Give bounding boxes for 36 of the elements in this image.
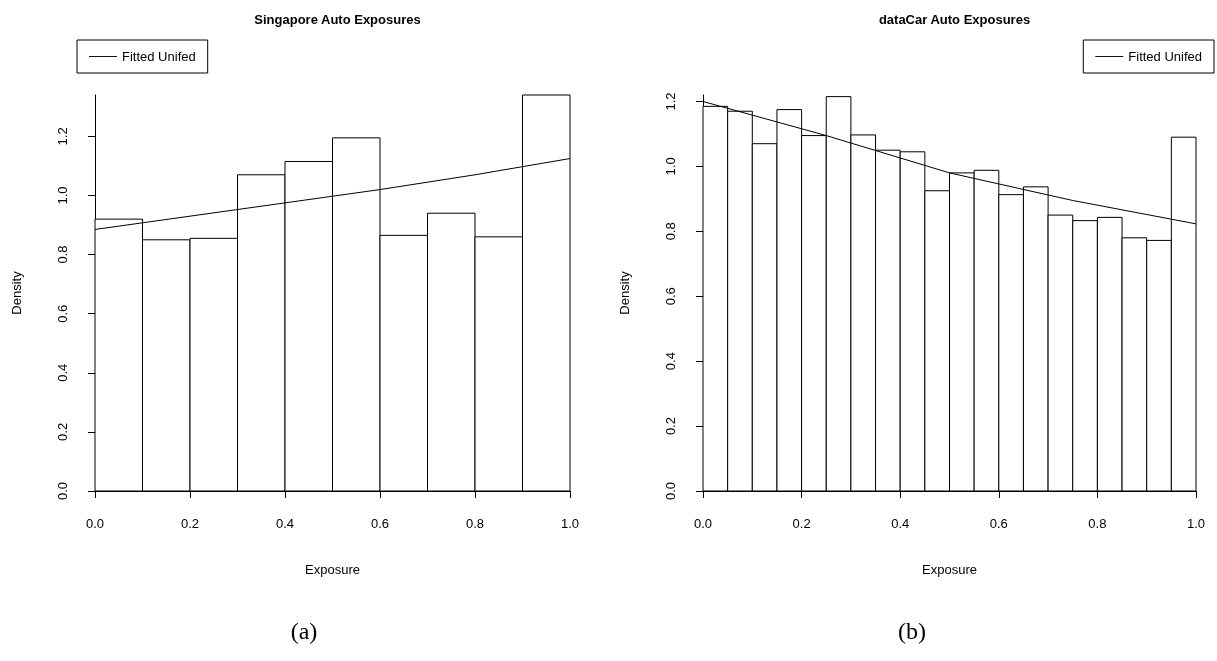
y-tick-label: 1.2 (55, 127, 70, 146)
chart-title: dataCar Auto Exposures (878, 12, 1031, 27)
x-tick-label: 0.6 (370, 516, 390, 531)
y-tick-label: 1.2 (663, 92, 678, 111)
x-axis-title: Exposure (922, 562, 977, 577)
x-tick-label: 0.6 (989, 516, 1008, 531)
text: (b) (898, 618, 926, 644)
x-tick-label: 0.0 (693, 516, 713, 531)
y-tick-label: 0.6 (55, 304, 70, 323)
y-tick-label: 0.8 (663, 222, 678, 241)
x-axis-title: Exposure (305, 562, 360, 577)
y-tick-label: 0.0 (663, 481, 678, 501)
x-tick-label: 0.8 (465, 516, 485, 531)
text: (a) (290, 618, 318, 644)
legend-label: Fitted Unifed (122, 49, 196, 64)
legend-label: Fitted Unifed (1128, 49, 1202, 64)
y-tick-label: 0.6 (663, 287, 678, 306)
y-tick-label: 0.2 (663, 417, 678, 436)
x-tick-label: 1.0 (560, 516, 580, 531)
x-tick-label: 0.4 (275, 516, 295, 531)
x-tick-label: 1.0 (1186, 516, 1206, 531)
y-tick-label: 0.0 (55, 481, 70, 501)
y-tick-label: 0.8 (55, 245, 70, 264)
chart-title: Singapore Auto Exposures (254, 12, 421, 27)
y-tick-label: 0.4 (663, 352, 678, 371)
x-tick-label: 0.4 (891, 516, 910, 531)
x-tick-label: 0.2 (180, 516, 200, 531)
x-tick-label: 0.0 (85, 516, 105, 531)
y-axis-title: Density (617, 270, 632, 315)
x-tick-label: 0.2 (792, 516, 811, 531)
y-tick-label: 0.4 (55, 363, 70, 382)
y-axis-title: Density (9, 270, 24, 315)
y-tick-label: 1.0 (55, 186, 70, 205)
y-tick-label: 1.0 (663, 157, 678, 176)
x-tick-label: 0.8 (1088, 516, 1107, 531)
y-tick-label: 0.2 (55, 422, 70, 441)
